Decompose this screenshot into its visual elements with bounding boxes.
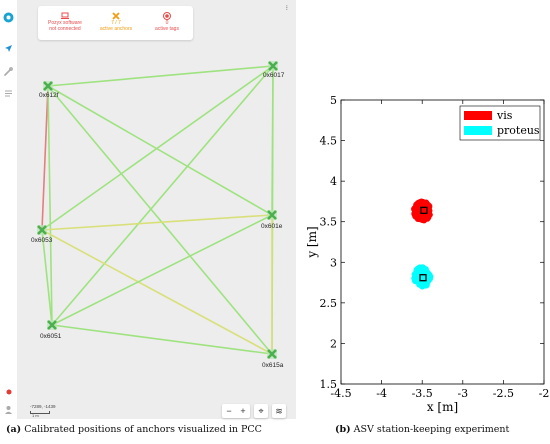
anchor-link-0x6053-0x615a <box>41 229 273 355</box>
wrench-icon[interactable] <box>3 66 14 77</box>
legend: vis proteus <box>459 105 541 141</box>
anchor-0x601e[interactable] <box>267 210 277 220</box>
record-icon[interactable] <box>3 386 14 397</box>
caption-a: (a) Calibrated positions of anchors visu… <box>6 424 262 435</box>
y-tick-label: 4.5 <box>320 135 338 148</box>
tags-status: 0 active tags <box>142 8 192 32</box>
y-tick-label: 2.5 <box>320 297 338 310</box>
anchor-label-0x6053: 0x6053 <box>31 237 53 244</box>
station-keeping-plot: -4.5 -4 -3.5 -3 -2.5 -2 1.5 2 2.5 3 3.5 4 4.5 5 x [m] y… <box>300 0 550 419</box>
software-status-line2: not connected <box>49 26 81 32</box>
anchor-map[interactable]: 0x612f 0x6017 0x6053 0x601e 0x6051 0x615a Poz… <box>17 0 296 419</box>
anchor-network: 0x612f 0x6017 0x6053 0x601e 0x6051 0x615a <box>31 61 285 369</box>
sidebar <box>0 0 17 419</box>
x-tick-label: -3.5 <box>412 387 433 400</box>
caption-b-tag: (b) <box>335 424 351 435</box>
anchor-link-0x612f-0x6051 <box>47 85 53 326</box>
anchors-count: 7 / 7 <box>111 20 121 26</box>
legend-swatch-vis <box>464 111 492 120</box>
anchor-link-0x612f-0x6017 <box>47 65 274 87</box>
anchor-link-0x6051-0x615a <box>51 324 273 355</box>
anchor-link-0x612f-0x6053 <box>41 85 49 231</box>
y-tick-label: 1.5 <box>320 378 338 391</box>
plot-frame <box>340 99 545 385</box>
y-tick-label: 3.5 <box>320 216 338 229</box>
tags-label: active tags <box>155 26 179 32</box>
anchor-0x615a[interactable] <box>267 349 277 359</box>
target-marker-vis <box>420 206 428 215</box>
legend-label-vis: vis <box>496 109 513 122</box>
software-status-line1: Pozyx software <box>48 20 82 26</box>
anchor-link-0x6017-0x6051 <box>51 65 274 326</box>
y-axis-label: y [m] <box>305 226 319 258</box>
data-point-vis <box>412 213 419 220</box>
x-tick-label: -4.5 <box>330 387 351 400</box>
scale-bar <box>30 411 50 414</box>
y-tick-label: 3 <box>330 256 337 269</box>
scale-label: 1 m <box>32 413 39 418</box>
anchor-label-0x6017: 0x6017 <box>263 72 285 79</box>
anchor-label-0x6051: 0x6051 <box>40 333 62 340</box>
settings-list-icon[interactable] <box>3 88 14 99</box>
anchor-0x6051[interactable] <box>47 320 57 330</box>
legend-swatch-proteus <box>464 126 492 135</box>
zoom-controls: − + <box>222 404 250 418</box>
y-tick-label: 2 <box>330 337 337 350</box>
more-menu-icon[interactable]: ⁝ <box>285 5 288 12</box>
anchor-0x6017[interactable] <box>268 61 278 71</box>
caption-b: (b) ASV station-keeping experiment <box>335 424 509 435</box>
anchor-link-0x6017-0x6053 <box>41 65 274 231</box>
tag-status-icon <box>142 8 192 20</box>
x-tick-label: -2.5 <box>493 387 514 400</box>
anchor-0x612f[interactable] <box>43 81 53 91</box>
series-proteus <box>411 264 434 290</box>
laptop-icon <box>40 8 90 20</box>
software-status: Pozyx software not connected <box>40 8 90 32</box>
anchors-label: active anchors <box>99 26 133 32</box>
data-point-proteus <box>414 269 421 277</box>
tags-count: 0 <box>165 20 169 26</box>
target-marker-proteus <box>419 274 427 282</box>
locate-button[interactable]: ⌖ <box>254 404 268 418</box>
pcc-screenshot: 0x612f 0x6017 0x6053 0x601e 0x6051 0x615a Poz… <box>0 0 296 419</box>
user-icon[interactable] <box>3 404 14 415</box>
anchor-link-0x6053-0x6051 <box>41 229 53 326</box>
series-vis <box>411 198 433 224</box>
zoom-out-button[interactable]: − <box>226 406 232 416</box>
plot-canvas: -4.5 -4 -3.5 -3 -2.5 -2 1.5 2 2.5 3 3.5 4 4.5 5 x [m] y… <box>305 94 550 414</box>
caption-b-text: ASV station-keeping experiment <box>353 424 510 435</box>
anchor-label-0x601e: 0x601e <box>261 223 283 230</box>
anchors-status: 7 / 7 active anchors <box>91 8 141 32</box>
data-point-vis <box>420 215 428 223</box>
navigate-icon[interactable] <box>3 43 14 54</box>
caption-a-text: Calibrated positions of anchors visualiz… <box>24 424 262 435</box>
cursor-coordinates: -7289, -1439 <box>30 404 56 409</box>
anchor-link-0x612f-0x615a <box>47 85 273 355</box>
anchor-link-0x601e-0x6051 <box>51 214 273 326</box>
status-card: Pozyx software not connected 7 / 7 activ… <box>38 6 193 40</box>
anchor-status-icon <box>91 8 141 20</box>
pozyx-logo-icon[interactable] <box>3 12 14 23</box>
y-tick-label: 4 <box>330 175 337 188</box>
layers-button[interactable]: ≋ <box>272 404 286 418</box>
data-point-vis <box>416 203 424 210</box>
legend-label-proteus: proteus <box>497 124 540 137</box>
x-tick-label: -4 <box>376 387 387 400</box>
anchor-label-0x615a: 0x615a <box>262 362 284 369</box>
y-tick-label: 5 <box>330 94 337 107</box>
x-tick-label: -3 <box>457 387 468 400</box>
anchor-link-0x6053-0x601e <box>41 214 273 231</box>
anchor-link-0x612f-0x601e <box>47 85 273 216</box>
zoom-in-button[interactable]: + <box>240 406 246 416</box>
caption-a-tag: (a) <box>6 424 22 435</box>
anchor-0x6053[interactable] <box>37 225 47 235</box>
x-tick-label: -2 <box>539 387 550 400</box>
x-axis-label: x [m] <box>427 400 458 414</box>
anchor-label-0x612f: 0x612f <box>39 92 59 99</box>
